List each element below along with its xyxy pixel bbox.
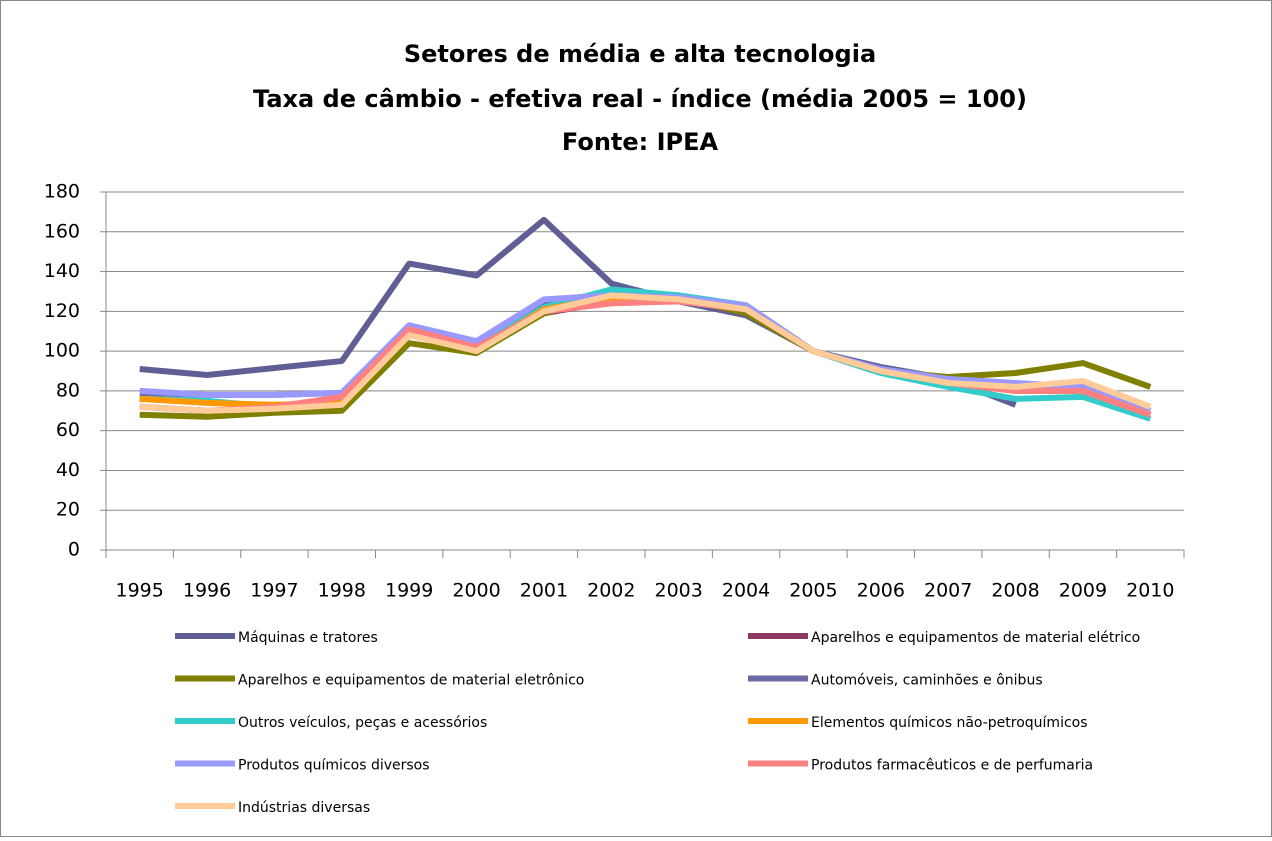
x-tick-label: 2009 <box>1059 580 1107 602</box>
x-tick-label: 1997 <box>250 580 298 602</box>
chart-title: Setores de média e alta tecnologia <box>404 40 876 68</box>
legend-label: Automóveis, caminhões e ônibus <box>811 673 1043 689</box>
legend-label: Produtos químicos diversos <box>238 758 430 774</box>
x-tick-label: 2010 <box>1126 580 1174 602</box>
y-tick-label: 60 <box>56 419 80 441</box>
y-tick-label: 180 <box>44 181 80 203</box>
x-tick-label: 2000 <box>452 580 500 602</box>
x-tick-label: 2002 <box>587 580 635 602</box>
x-tick-label: 2003 <box>655 580 703 602</box>
y-tick-label: 40 <box>56 459 80 481</box>
chart-source: Fonte: IPEA <box>562 128 719 156</box>
x-tick-label: 2004 <box>722 580 770 602</box>
x-tick-label: 1998 <box>318 580 366 602</box>
x-tick-label: 1995 <box>116 580 164 602</box>
x-tick-label: 2005 <box>789 580 837 602</box>
legend-label: Aparelhos e equipamentos de material elé… <box>811 630 1140 646</box>
y-tick-label: 80 <box>56 379 80 401</box>
legend-label: Máquinas e tratores <box>238 630 378 646</box>
legend-label: Aparelhos e equipamentos de material ele… <box>238 673 584 689</box>
legend-label: Outros veículos, peças e acessórios <box>238 715 487 731</box>
legend-label: Elementos químicos não-petroquímicos <box>811 715 1088 731</box>
y-tick-label: 140 <box>44 260 80 282</box>
x-tick-label: 1996 <box>183 580 231 602</box>
chart-subtitle: Taxa de câmbio - efetiva real - índice (… <box>253 85 1027 113</box>
y-tick-label: 120 <box>44 300 80 322</box>
x-tick-label: 2006 <box>857 580 905 602</box>
x-tick-label: 1999 <box>385 580 433 602</box>
x-tick-label: 2008 <box>991 580 1039 602</box>
y-tick-label: 100 <box>44 340 80 362</box>
legend-label: Indústrias diversas <box>238 800 370 816</box>
x-tick-label: 2007 <box>924 580 972 602</box>
x-tick-label: 2001 <box>520 580 568 602</box>
y-tick-label: 160 <box>44 220 80 242</box>
legend-label: Produtos farmacêuticos e de perfumaria <box>811 758 1093 774</box>
y-tick-label: 0 <box>68 539 80 561</box>
y-tick-label: 20 <box>56 499 80 521</box>
series-line <box>139 292 1152 414</box>
